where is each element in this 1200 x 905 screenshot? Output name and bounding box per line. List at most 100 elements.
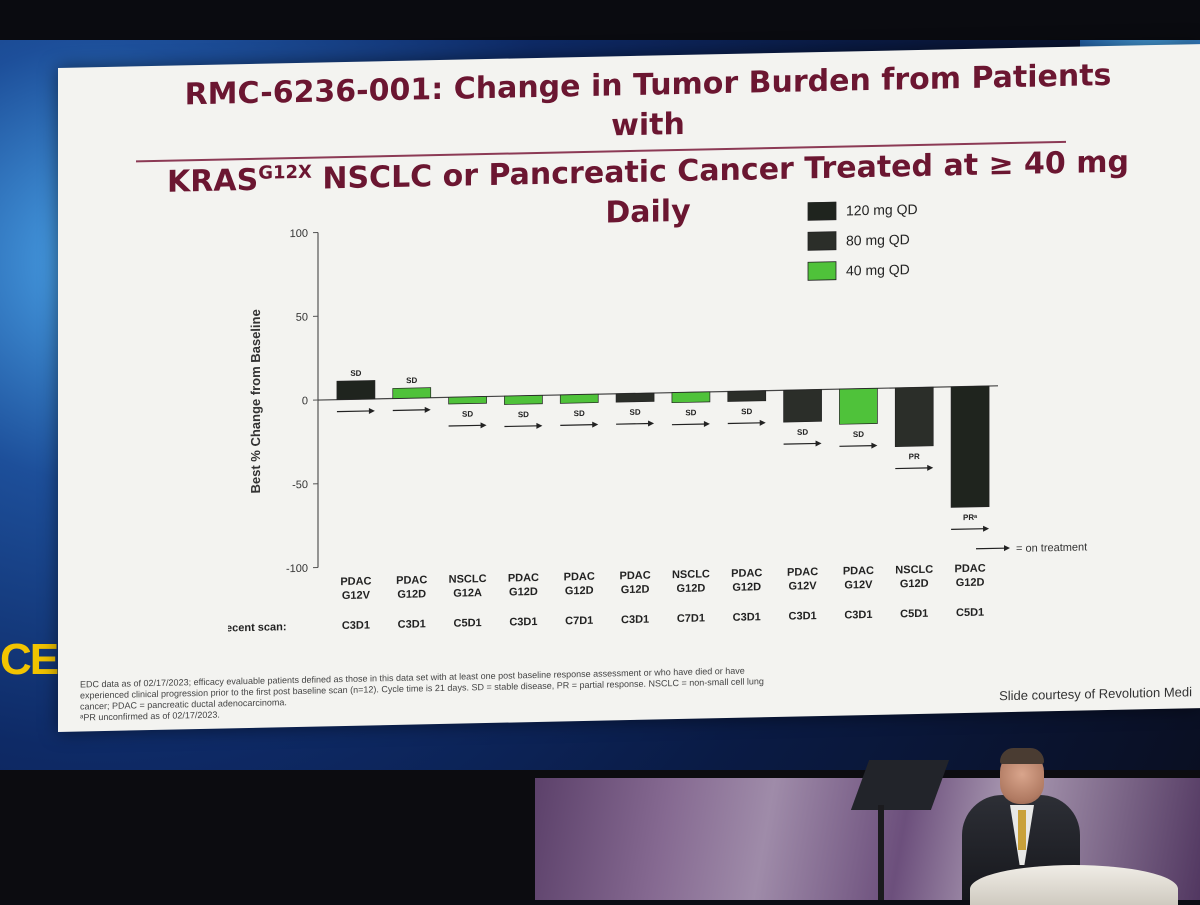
scan-label: C7D1 (677, 612, 705, 625)
response-label: SD (741, 407, 752, 416)
x-tumor-label: PDAC (340, 575, 371, 588)
bar (951, 386, 989, 507)
scan-label: C3D1 (789, 610, 817, 623)
x-mutation-label: G12A (453, 587, 482, 600)
on-treatment-arrow (393, 410, 427, 411)
bar (839, 388, 877, 424)
x-tumor-label: PDAC (787, 566, 818, 579)
x-mutation-label: G12V (844, 579, 873, 592)
response-label: SD (462, 410, 473, 419)
x-tumor-label: PDAC (508, 572, 539, 585)
on-treatment-arrow (672, 424, 706, 425)
response-label: SD (518, 410, 529, 419)
response-label: SD (685, 408, 696, 417)
bar (784, 390, 822, 423)
on-treatment-arrow (616, 423, 650, 424)
x-mutation-label: G12D (565, 585, 594, 598)
x-mutation-label: G12D (900, 578, 929, 591)
on-treatment-arrowhead (816, 440, 822, 446)
podium (970, 865, 1178, 905)
bar (393, 388, 431, 399)
bar (616, 393, 654, 402)
key-arrowhead (1004, 545, 1010, 551)
response-label: SD (797, 428, 808, 437)
x-mutation-label: G12D (621, 584, 650, 597)
bar (672, 392, 710, 403)
x-mutation-label: G12D (677, 582, 706, 595)
scan-label: C3D1 (733, 611, 761, 624)
x-mutation-label: G12D (397, 588, 426, 601)
x-mutation-label: G12V (789, 580, 818, 593)
key-arrow (976, 548, 1004, 549)
on-treatment-key-label: = on treatment (1016, 541, 1087, 554)
on-treatment-arrowhead (983, 526, 989, 532)
on-treatment-arrowhead (760, 420, 766, 426)
on-treatment-arrow (895, 468, 929, 469)
slide-courtesy: Slide courtesy of Revolution Medi (999, 684, 1192, 703)
x-tumor-label: PDAC (954, 563, 985, 576)
speaker-tie (1018, 810, 1026, 850)
presentation-slide: RMC-6236-001: Change in Tumor Burden fro… (58, 44, 1200, 732)
scan-label: C5D1 (900, 608, 928, 621)
legend-label: 40 mg QD (846, 261, 910, 278)
x-mutation-label: G12D (956, 577, 985, 590)
scan-label: C3D1 (509, 616, 537, 629)
on-treatment-arrowhead (648, 420, 654, 426)
legend-label: 120 mg QD (846, 201, 918, 218)
y-axis-label: Best % Change from Baseline (248, 309, 263, 494)
x-tumor-label: PDAC (564, 571, 595, 584)
on-treatment-arrowhead (592, 422, 598, 428)
legend-swatch (808, 232, 836, 251)
scan-label: C3D1 (844, 609, 872, 622)
scan-label: C3D1 (342, 619, 370, 632)
x-tumor-label: PDAC (619, 570, 650, 583)
scan-label: C5D1 (956, 607, 984, 620)
on-treatment-arrow (951, 529, 985, 530)
legend-label: 80 mg QD (846, 231, 910, 248)
y-tick-label: 0 (302, 395, 308, 407)
on-treatment-arrowhead (704, 421, 710, 427)
response-label: SD (406, 376, 417, 385)
x-tumor-label: NSCLC (449, 573, 487, 586)
title-superscript: G12X (258, 162, 312, 184)
x-tumor-label: PDAC (843, 565, 874, 578)
on-treatment-arrow (839, 446, 873, 447)
y-tick-label: 50 (296, 312, 308, 324)
bar (728, 391, 766, 402)
y-tick-label: 100 (290, 228, 308, 240)
scan-row-label: Most recent scan: (228, 621, 287, 635)
x-mutation-label: G12D (509, 586, 538, 599)
scan-label: C5D1 (454, 617, 482, 630)
x-tumor-label: PDAC (731, 567, 762, 580)
on-treatment-arrowhead (481, 422, 487, 428)
response-label: SD (350, 369, 361, 378)
bar (449, 397, 487, 404)
lectern-stand (878, 805, 884, 900)
footnote: EDC data as of 02/17/2023; efficacy eval… (80, 663, 880, 724)
x-tumor-label: NSCLC (672, 568, 710, 581)
on-treatment-arrowhead (369, 408, 375, 414)
on-treatment-arrow (337, 411, 371, 412)
title-kras: KRAS (167, 163, 258, 200)
x-mutation-label: G12D (732, 581, 761, 594)
bar (504, 395, 542, 404)
x-mutation-label: G12V (342, 589, 371, 602)
bar (560, 394, 598, 403)
legend-swatch (808, 262, 836, 281)
x-tumor-label: PDAC (396, 574, 427, 587)
y-tick-label: -50 (292, 479, 308, 491)
on-treatment-arrow (784, 443, 818, 444)
speaker-hair (1000, 748, 1044, 764)
scan-label: C3D1 (621, 614, 649, 627)
bar (337, 380, 375, 399)
response-label: PRᵃ (963, 513, 977, 522)
on-treatment-arrowhead (536, 423, 542, 429)
on-treatment-arrowhead (425, 407, 431, 413)
response-label: PR (909, 452, 920, 461)
response-label: SD (630, 408, 641, 417)
legend-swatch (808, 202, 836, 221)
on-treatment-arrow (560, 425, 594, 426)
scan-label: C3D1 (398, 618, 426, 631)
bar (895, 387, 933, 446)
